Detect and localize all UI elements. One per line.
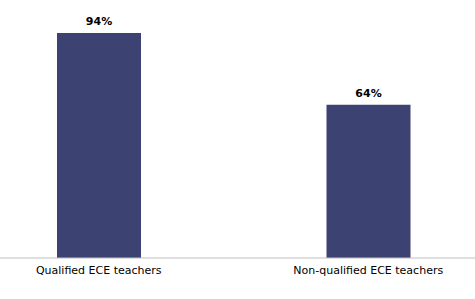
svg-text:Qualified ECE teachers: Qualified ECE teachers [36, 264, 162, 277]
svg-text:94%: 94% [86, 15, 112, 28]
svg-text:64%: 64% [355, 87, 381, 100]
svg-text:Non-qualified ECE teachers: Non-qualified ECE teachers [293, 264, 443, 277]
